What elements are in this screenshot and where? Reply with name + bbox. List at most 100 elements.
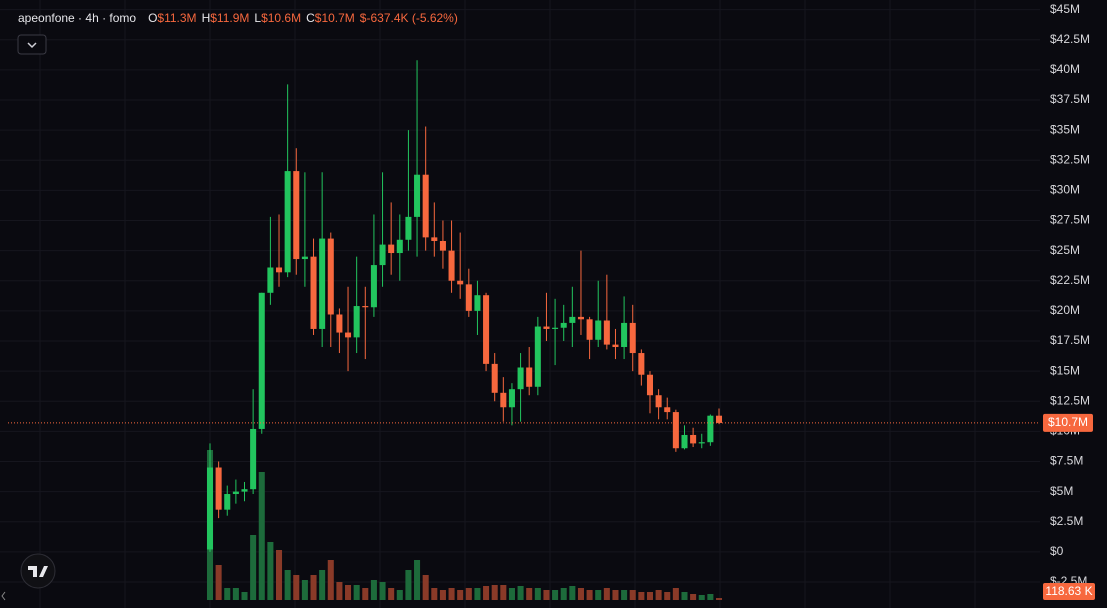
candle-body [353,306,360,338]
volume-bar [396,590,403,600]
candle-body [293,171,300,260]
candle-body [301,256,308,260]
candle-body [457,280,464,285]
candle-body [500,392,507,408]
candle-body [431,237,438,241]
volume-bar [672,588,679,600]
volume-bar [526,588,533,600]
volume-bar [534,588,541,600]
volume-bar [301,580,308,600]
candle-body [310,256,317,329]
y-tick-label: $0 [1050,544,1064,558]
candle-body [396,239,403,254]
candle-body [534,326,541,387]
volume-bar [422,575,429,600]
volume-bar [707,594,714,600]
volume-bar [370,580,377,600]
candle-body [543,326,550,329]
ohlc-key: H [202,11,211,25]
volume-bar [543,590,550,600]
volume-bar [405,570,412,600]
volume-bar [310,575,317,600]
volume-bar [327,560,334,600]
candle-body [284,171,291,273]
candle-body [336,314,343,333]
volume-bar [275,550,283,600]
volume-bar [258,472,265,600]
candle-body [241,489,248,492]
volume-bar [250,535,257,600]
volume-bar [517,586,524,600]
volume-bar [603,588,610,600]
candle-body [414,174,421,217]
ohlc-key: L [254,11,261,25]
volume-bar [664,592,671,600]
candle-body [646,374,654,396]
volume-bar [690,594,697,600]
volume-bar [474,588,481,600]
y-tick-label: $32.5M [1050,152,1090,166]
volume-bar [465,588,472,600]
candle-body [621,322,628,348]
volume-bar [345,585,352,600]
ohlc-value: $11.9M [210,11,249,25]
chevron-icon [27,42,37,49]
candle-body [448,250,455,281]
y-tick-label: $2.5M [1050,514,1083,528]
candle-body [526,367,533,387]
y-tick-label: $45M [1050,2,1080,16]
candle-body [690,434,697,444]
volume-bar [353,585,360,600]
tradingview-logo[interactable] [20,553,56,589]
volume-bar [569,586,576,600]
y-tick-label: $27.5M [1050,213,1090,227]
candle-body [483,295,490,364]
volume-bar [500,585,507,600]
candle-body [586,319,593,340]
y-tick-label: $37.5M [1050,92,1090,106]
candle-body [258,292,265,429]
y-tick-label: $15M [1050,363,1080,377]
chart-title: apeonfone · 4h · fomo [18,11,136,25]
volume-bar [715,598,723,600]
candle-body [560,322,567,328]
price-axis: $45M $42.5M $40M $37.5M $35M $32.5M $30M $27.5M… [1043,2,1095,600]
volume-bar [698,595,705,600]
volume-bar [577,588,584,600]
volume-bar [638,592,645,600]
ohlc-value: $10.6M [261,11,301,25]
volume-bar [431,588,438,600]
candle-body [655,395,662,408]
collapse-button[interactable] [17,34,47,55]
volume-bar [560,588,567,600]
candle-body [319,238,326,329]
volume-bar [388,588,395,600]
y-tick-label: $20M [1050,303,1080,317]
volume-bar [319,570,326,600]
candle-body [422,174,429,238]
candle-body [603,320,610,345]
volume-bar [224,588,231,600]
candle-body [474,295,481,311]
candle-body [517,367,524,390]
ohlc-key: O [148,11,157,25]
volume-bar [655,590,662,600]
volume-bar [646,592,654,600]
candle-body [707,415,714,443]
volume-bar [414,560,421,600]
y-tick-label: $40M [1050,62,1080,76]
scroll-left[interactable] [1,591,6,601]
y-tick-label: $7.5M [1050,454,1083,468]
candle-body [569,316,576,323]
last-volume-label: 118.63 K [1045,584,1092,598]
candle-body [388,244,395,254]
y-tick-label: $12.5M [1050,393,1090,407]
candle-body [206,467,214,550]
y-tick-label: $17.5M [1050,333,1090,347]
candle-body [232,491,239,495]
candle-body [612,344,619,348]
candle-body [508,389,515,408]
candle-body [224,494,231,510]
volume-bar [612,590,619,600]
